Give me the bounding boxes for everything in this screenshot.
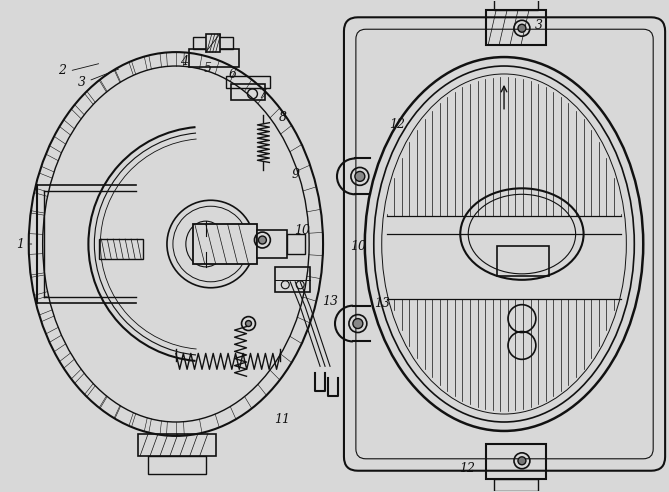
- Text: 13: 13: [374, 297, 390, 310]
- Ellipse shape: [246, 321, 252, 327]
- Text: 2: 2: [58, 64, 66, 78]
- Bar: [231, 84, 266, 100]
- Text: 4: 4: [180, 55, 188, 67]
- Text: 12: 12: [389, 118, 405, 131]
- Text: 11: 11: [274, 412, 290, 426]
- Bar: [486, 444, 546, 479]
- Ellipse shape: [355, 171, 365, 182]
- Text: 3: 3: [78, 76, 86, 90]
- FancyBboxPatch shape: [344, 17, 665, 471]
- Bar: [497, 246, 549, 276]
- Bar: [486, 10, 546, 45]
- Text: 12: 12: [459, 462, 475, 475]
- Bar: [206, 34, 219, 52]
- Bar: [287, 234, 305, 254]
- Text: 3: 3: [535, 19, 543, 32]
- Bar: [148, 456, 206, 474]
- Text: 6: 6: [229, 68, 237, 82]
- Bar: [225, 76, 270, 88]
- Ellipse shape: [518, 457, 526, 465]
- Bar: [494, 479, 538, 491]
- Ellipse shape: [353, 319, 363, 329]
- Text: 9: 9: [291, 168, 299, 181]
- Bar: [193, 224, 258, 264]
- Text: 13: 13: [322, 295, 338, 308]
- Ellipse shape: [518, 24, 526, 32]
- Bar: [138, 434, 215, 456]
- Text: 1: 1: [16, 238, 24, 250]
- Bar: [276, 267, 310, 292]
- Ellipse shape: [258, 236, 266, 244]
- Text: 8: 8: [279, 111, 287, 124]
- Text: 7: 7: [258, 89, 266, 101]
- Bar: [258, 230, 287, 258]
- Bar: [494, 0, 538, 10]
- Bar: [193, 37, 233, 49]
- Text: 10: 10: [294, 223, 310, 237]
- Text: 5: 5: [204, 62, 211, 74]
- Text: 10: 10: [350, 241, 366, 253]
- Bar: [99, 239, 143, 259]
- Bar: [189, 49, 239, 67]
